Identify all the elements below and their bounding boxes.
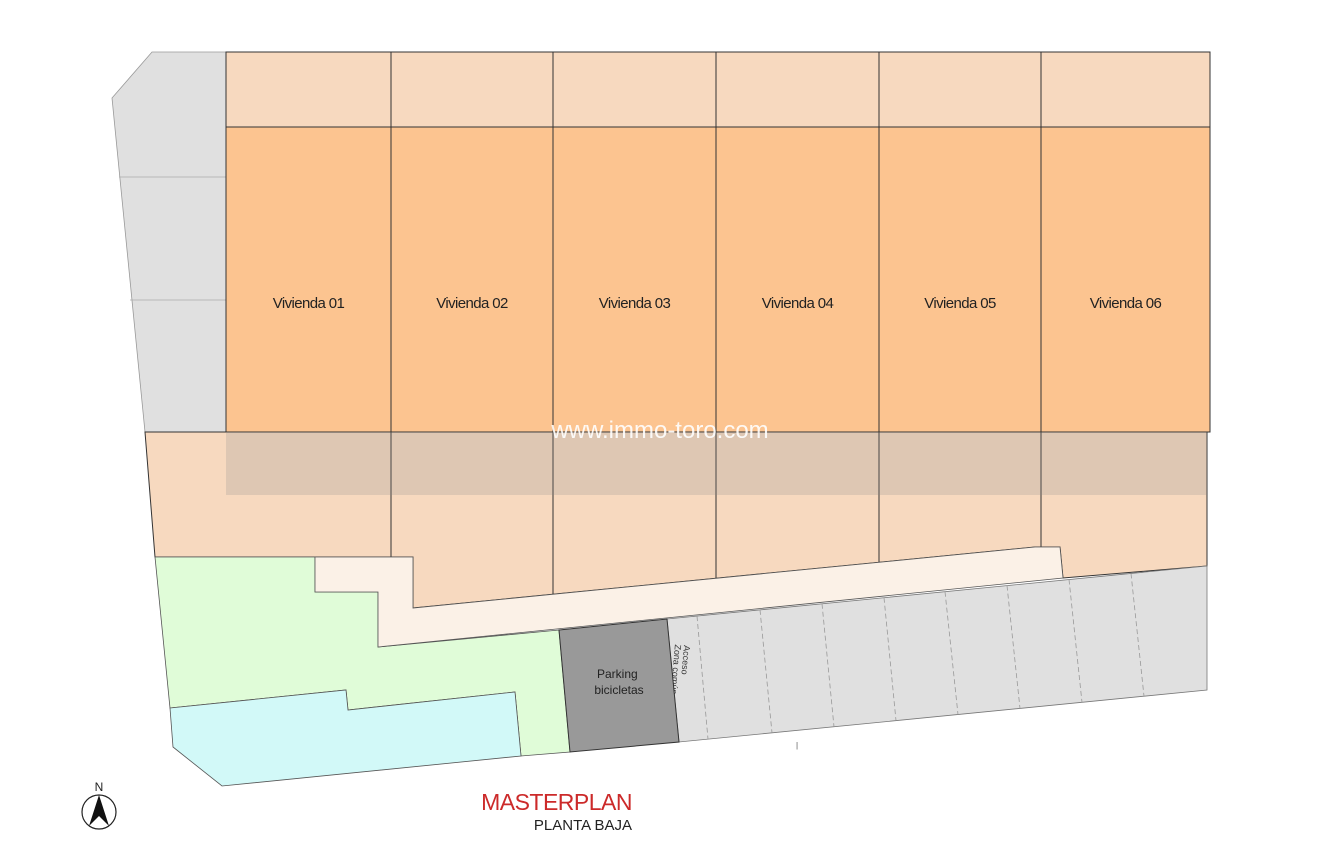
unit-vivienda: Vivienda 01 (225, 126, 392, 433)
unit-label: Vivienda 03 (599, 295, 671, 312)
north-arrow: N (81, 780, 117, 830)
unit-plot (715, 126, 880, 433)
bike-parking-label: Parking bicicletas (594, 667, 643, 697)
parking-space-line (1068, 579, 1083, 703)
left-gray-strip (111, 51, 227, 433)
unit-vivienda: Vivienda 06 (1040, 126, 1211, 433)
unit-plot (552, 126, 717, 433)
watermark: www.immo-toro.com (550, 417, 768, 444)
unit-label: Vivienda 06 (1090, 295, 1162, 312)
front-garden (390, 51, 554, 128)
bike-parking (558, 618, 680, 753)
front-garden (552, 51, 717, 128)
front-garden (715, 51, 880, 128)
unit-plot (878, 126, 1042, 433)
parking-space-line (1130, 573, 1145, 697)
unit-label: Vivienda 02 (436, 295, 508, 312)
bike-parking-line1: Parking (597, 667, 638, 681)
north-arrow-icon (89, 795, 109, 826)
unit-label: Vivienda 01 (273, 295, 345, 312)
parking-space-line (883, 597, 897, 721)
unit-plot (225, 126, 392, 433)
parking-space-line (944, 591, 959, 715)
plan-subtitle: PLANTA BAJA (534, 817, 632, 834)
unit-vivienda: Vivienda 03 (552, 126, 717, 433)
parking-space-line (759, 609, 773, 733)
front-garden (878, 51, 1042, 128)
unit-label: Vivienda 05 (924, 295, 996, 312)
front-garden (1040, 51, 1211, 128)
parking-space-line (821, 603, 835, 727)
unit-plot (390, 126, 554, 433)
watermark-band (226, 432, 1207, 495)
tick-mark: | (796, 741, 798, 750)
unit-vivienda: Vivienda 02 (390, 126, 554, 433)
front-garden (225, 51, 392, 128)
bike-parking-line2: bicicletas (594, 683, 643, 697)
north-label: N (95, 780, 104, 794)
unit-vivienda: Vivienda 04 (715, 126, 880, 433)
plan-title: MASTERPLAN (481, 789, 632, 815)
unit-plot (1040, 126, 1211, 433)
unit-vivienda: Vivienda 05 (878, 126, 1042, 433)
parking-space-line (696, 616, 709, 740)
common-path (314, 546, 1064, 648)
pool-area (169, 689, 522, 787)
access-label-line1: Acceso (679, 645, 692, 675)
unit-label: Vivienda 04 (762, 295, 834, 312)
parking-space-line (1006, 585, 1021, 709)
